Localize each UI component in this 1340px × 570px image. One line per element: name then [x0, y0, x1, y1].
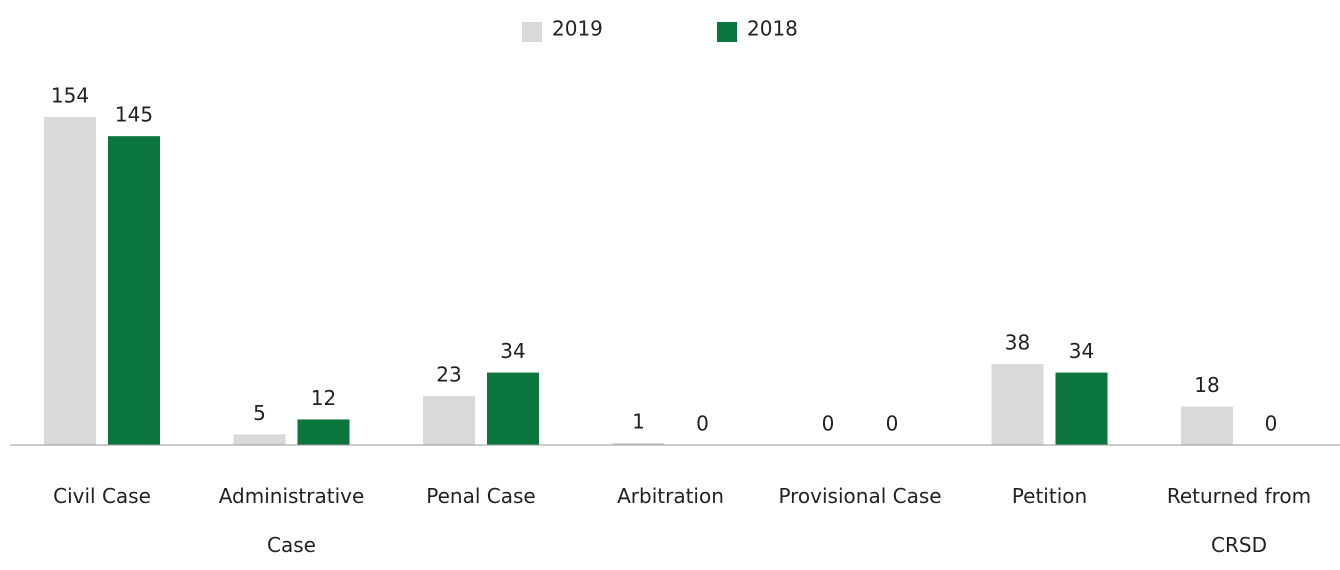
bar	[991, 364, 1044, 445]
bar	[612, 442, 665, 445]
x-tick-label: Petition	[1011, 484, 1088, 508]
bar	[487, 372, 539, 445]
value-label: 23	[436, 363, 461, 387]
x-tick-label: Provisional Case	[778, 484, 942, 508]
x-tick-label: Administrative Case	[218, 484, 365, 557]
value-label: 5	[253, 401, 266, 425]
value-label: 38	[1005, 331, 1030, 355]
bar	[1055, 372, 1108, 445]
chart: 154 145 5 12 23 34 1 0 0 0 38 34 18 0 2019 2018	[10, 17, 1340, 446]
value-label: 0	[1265, 412, 1278, 436]
value-label: 18	[1194, 373, 1219, 397]
chart-container: 154 145 5 12 23 34 1 0 0 0 38 34 18 0 2019 2018 Civil C…	[10, 17, 1340, 557]
value-label: 154	[51, 84, 89, 108]
x-tick-label: Civil Case	[53, 484, 151, 508]
legend-swatch	[717, 22, 737, 42]
value-label: 34	[500, 339, 525, 363]
value-label: 34	[1069, 339, 1094, 363]
value-label: 0	[696, 412, 709, 436]
bar	[1181, 406, 1233, 445]
value-label: 145	[115, 103, 153, 127]
legend-label: 2019	[552, 17, 603, 41]
bar	[297, 419, 350, 445]
bar	[233, 434, 286, 445]
legend-swatch	[522, 22, 542, 42]
x-tick-label: Returned from CRSD	[1166, 484, 1312, 557]
bar	[44, 117, 96, 445]
x-tick-label: Arbitration	[617, 484, 724, 508]
value-label: 12	[311, 386, 336, 410]
legend-label: 2018	[747, 17, 798, 41]
bar	[423, 396, 475, 445]
bar	[108, 136, 160, 446]
value-label: 0	[822, 412, 835, 436]
x-tick-label: Penal Case	[426, 484, 536, 508]
value-label: 0	[886, 412, 899, 436]
value-label: 1	[632, 409, 645, 433]
